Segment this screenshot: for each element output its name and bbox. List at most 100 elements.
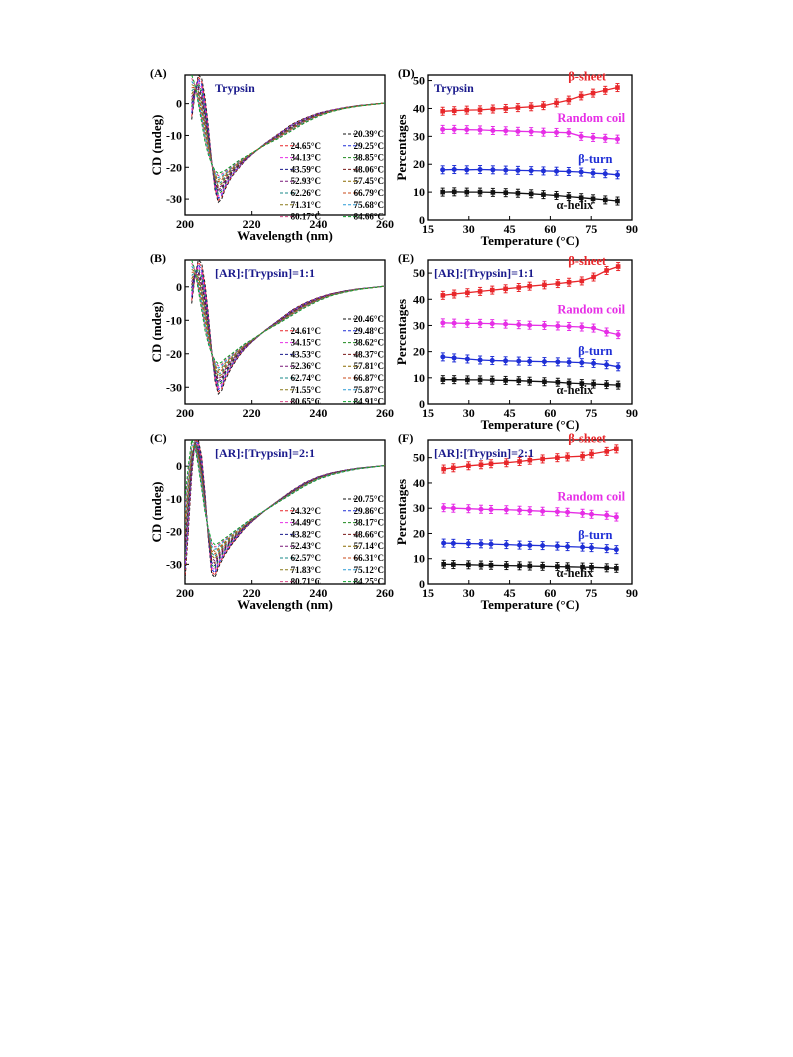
data-point — [540, 508, 546, 514]
data-point — [450, 505, 456, 511]
x-tick-label: 200 — [176, 586, 194, 600]
data-point — [441, 466, 446, 472]
x-tick-label: 220 — [243, 217, 261, 231]
data-point — [579, 278, 585, 284]
legend-label-13: 80.65°C — [291, 397, 321, 407]
x-tick-label: 90 — [626, 222, 638, 236]
data-point — [466, 463, 471, 469]
data-point — [555, 323, 561, 329]
legend-label-10: 66.31°C — [354, 553, 384, 563]
data-point — [490, 167, 496, 173]
data-point — [541, 322, 547, 328]
series-label-1: Random coil — [557, 111, 625, 125]
data-point — [602, 88, 608, 93]
data-point — [451, 377, 457, 382]
data-point — [554, 129, 560, 135]
y-tick-label: -10 — [166, 492, 182, 506]
data-point — [465, 541, 471, 547]
x-tick-label: 75 — [585, 406, 597, 420]
data-point — [555, 379, 561, 385]
spectra-group — [191, 260, 385, 395]
data-point — [464, 107, 470, 113]
cd-panel-2: 200 220 240 260 0 -10 -20 -30 Wavelength (nm) CD … — [149, 431, 394, 612]
spectrum-line-2 — [191, 263, 385, 391]
data-point — [527, 322, 533, 328]
legend-label-0: 20.75°C — [354, 494, 384, 504]
series-label-2: β-turn — [578, 528, 612, 542]
legend-label-10: 66.79°C — [354, 188, 384, 198]
data-point — [540, 456, 545, 462]
data-point — [566, 194, 572, 199]
x-axis-label: Wavelength (nm) — [237, 228, 333, 243]
plot-frame — [184, 74, 386, 216]
data-point — [527, 378, 532, 384]
data-point — [540, 543, 546, 549]
data-point — [451, 562, 456, 567]
data-point — [591, 274, 596, 280]
data-point — [604, 449, 610, 454]
data-point — [527, 508, 533, 514]
data-point — [466, 562, 471, 568]
data-point — [490, 127, 496, 133]
y-axis-label: Percentages — [394, 299, 409, 365]
legend-label-7: 52.36°C — [291, 361, 321, 371]
legend-label-14: 84.25°C — [354, 577, 384, 587]
data-point — [464, 356, 470, 362]
legend-label-14: 84.66°C — [354, 212, 384, 222]
y-tick-label: -10 — [166, 128, 182, 142]
y-axis-label: CD (mdeg) — [149, 114, 164, 175]
legend-label-14: 84.91°C — [354, 397, 384, 407]
legend-label-5: 43.82°C — [291, 529, 321, 539]
spectrum-line-14 — [185, 440, 385, 546]
legend-label-2: 29.25°C — [354, 141, 384, 151]
data-point — [578, 169, 584, 175]
spectra-group — [185, 440, 385, 581]
data-point — [440, 293, 446, 298]
spectrum-line-7 — [185, 441, 385, 562]
y-tick-label: -20 — [166, 347, 182, 361]
x-tick-label: 200 — [176, 217, 194, 231]
data-point — [554, 168, 560, 174]
data-point — [440, 320, 446, 326]
data-point — [591, 325, 597, 331]
data-point — [613, 547, 619, 553]
x-tick-label: 45 — [504, 406, 516, 420]
series-label-0: β-sheet — [568, 432, 607, 446]
legend-label-1: 24.61°C — [291, 326, 321, 336]
x-tick-label: 90 — [626, 406, 638, 420]
x-tick-label: 75 — [585, 586, 597, 600]
series-label-0: β-sheet — [568, 254, 607, 268]
legend-label-1: 24.32°C — [291, 506, 321, 516]
data-point — [503, 106, 509, 111]
y-tick-label: 0 — [419, 577, 425, 591]
legend-label-2: 29.48°C — [354, 326, 384, 336]
legend-label-9: 62.74°C — [291, 373, 321, 383]
data-point — [464, 320, 470, 326]
data-point — [489, 377, 495, 383]
data-point — [477, 189, 483, 195]
x-tick-label: 75 — [585, 222, 597, 236]
data-point — [517, 459, 522, 464]
legend-label-11: 71.55°C — [291, 385, 321, 395]
data-point — [440, 167, 446, 173]
legend-label-12: 75.68°C — [354, 200, 384, 210]
data-point — [541, 192, 546, 197]
data-point — [490, 106, 496, 112]
data-point — [441, 540, 447, 546]
series-label-3: α-helix — [556, 198, 594, 212]
y-tick-label: 0 — [419, 397, 425, 411]
data-point — [528, 104, 534, 110]
legend-label-12: 75.12°C — [354, 565, 384, 575]
plot-frame — [427, 74, 633, 221]
data-point — [451, 167, 457, 173]
data-point — [528, 129, 534, 135]
data-point — [527, 563, 533, 569]
spectrum-line-6 — [185, 440, 385, 565]
y-tick-label: 50 — [413, 266, 425, 280]
data-point — [604, 362, 610, 368]
x-tick-label: 15 — [422, 586, 434, 600]
data-point — [554, 100, 559, 106]
data-point — [566, 130, 572, 136]
data-point — [488, 461, 494, 467]
data-point — [451, 189, 457, 195]
